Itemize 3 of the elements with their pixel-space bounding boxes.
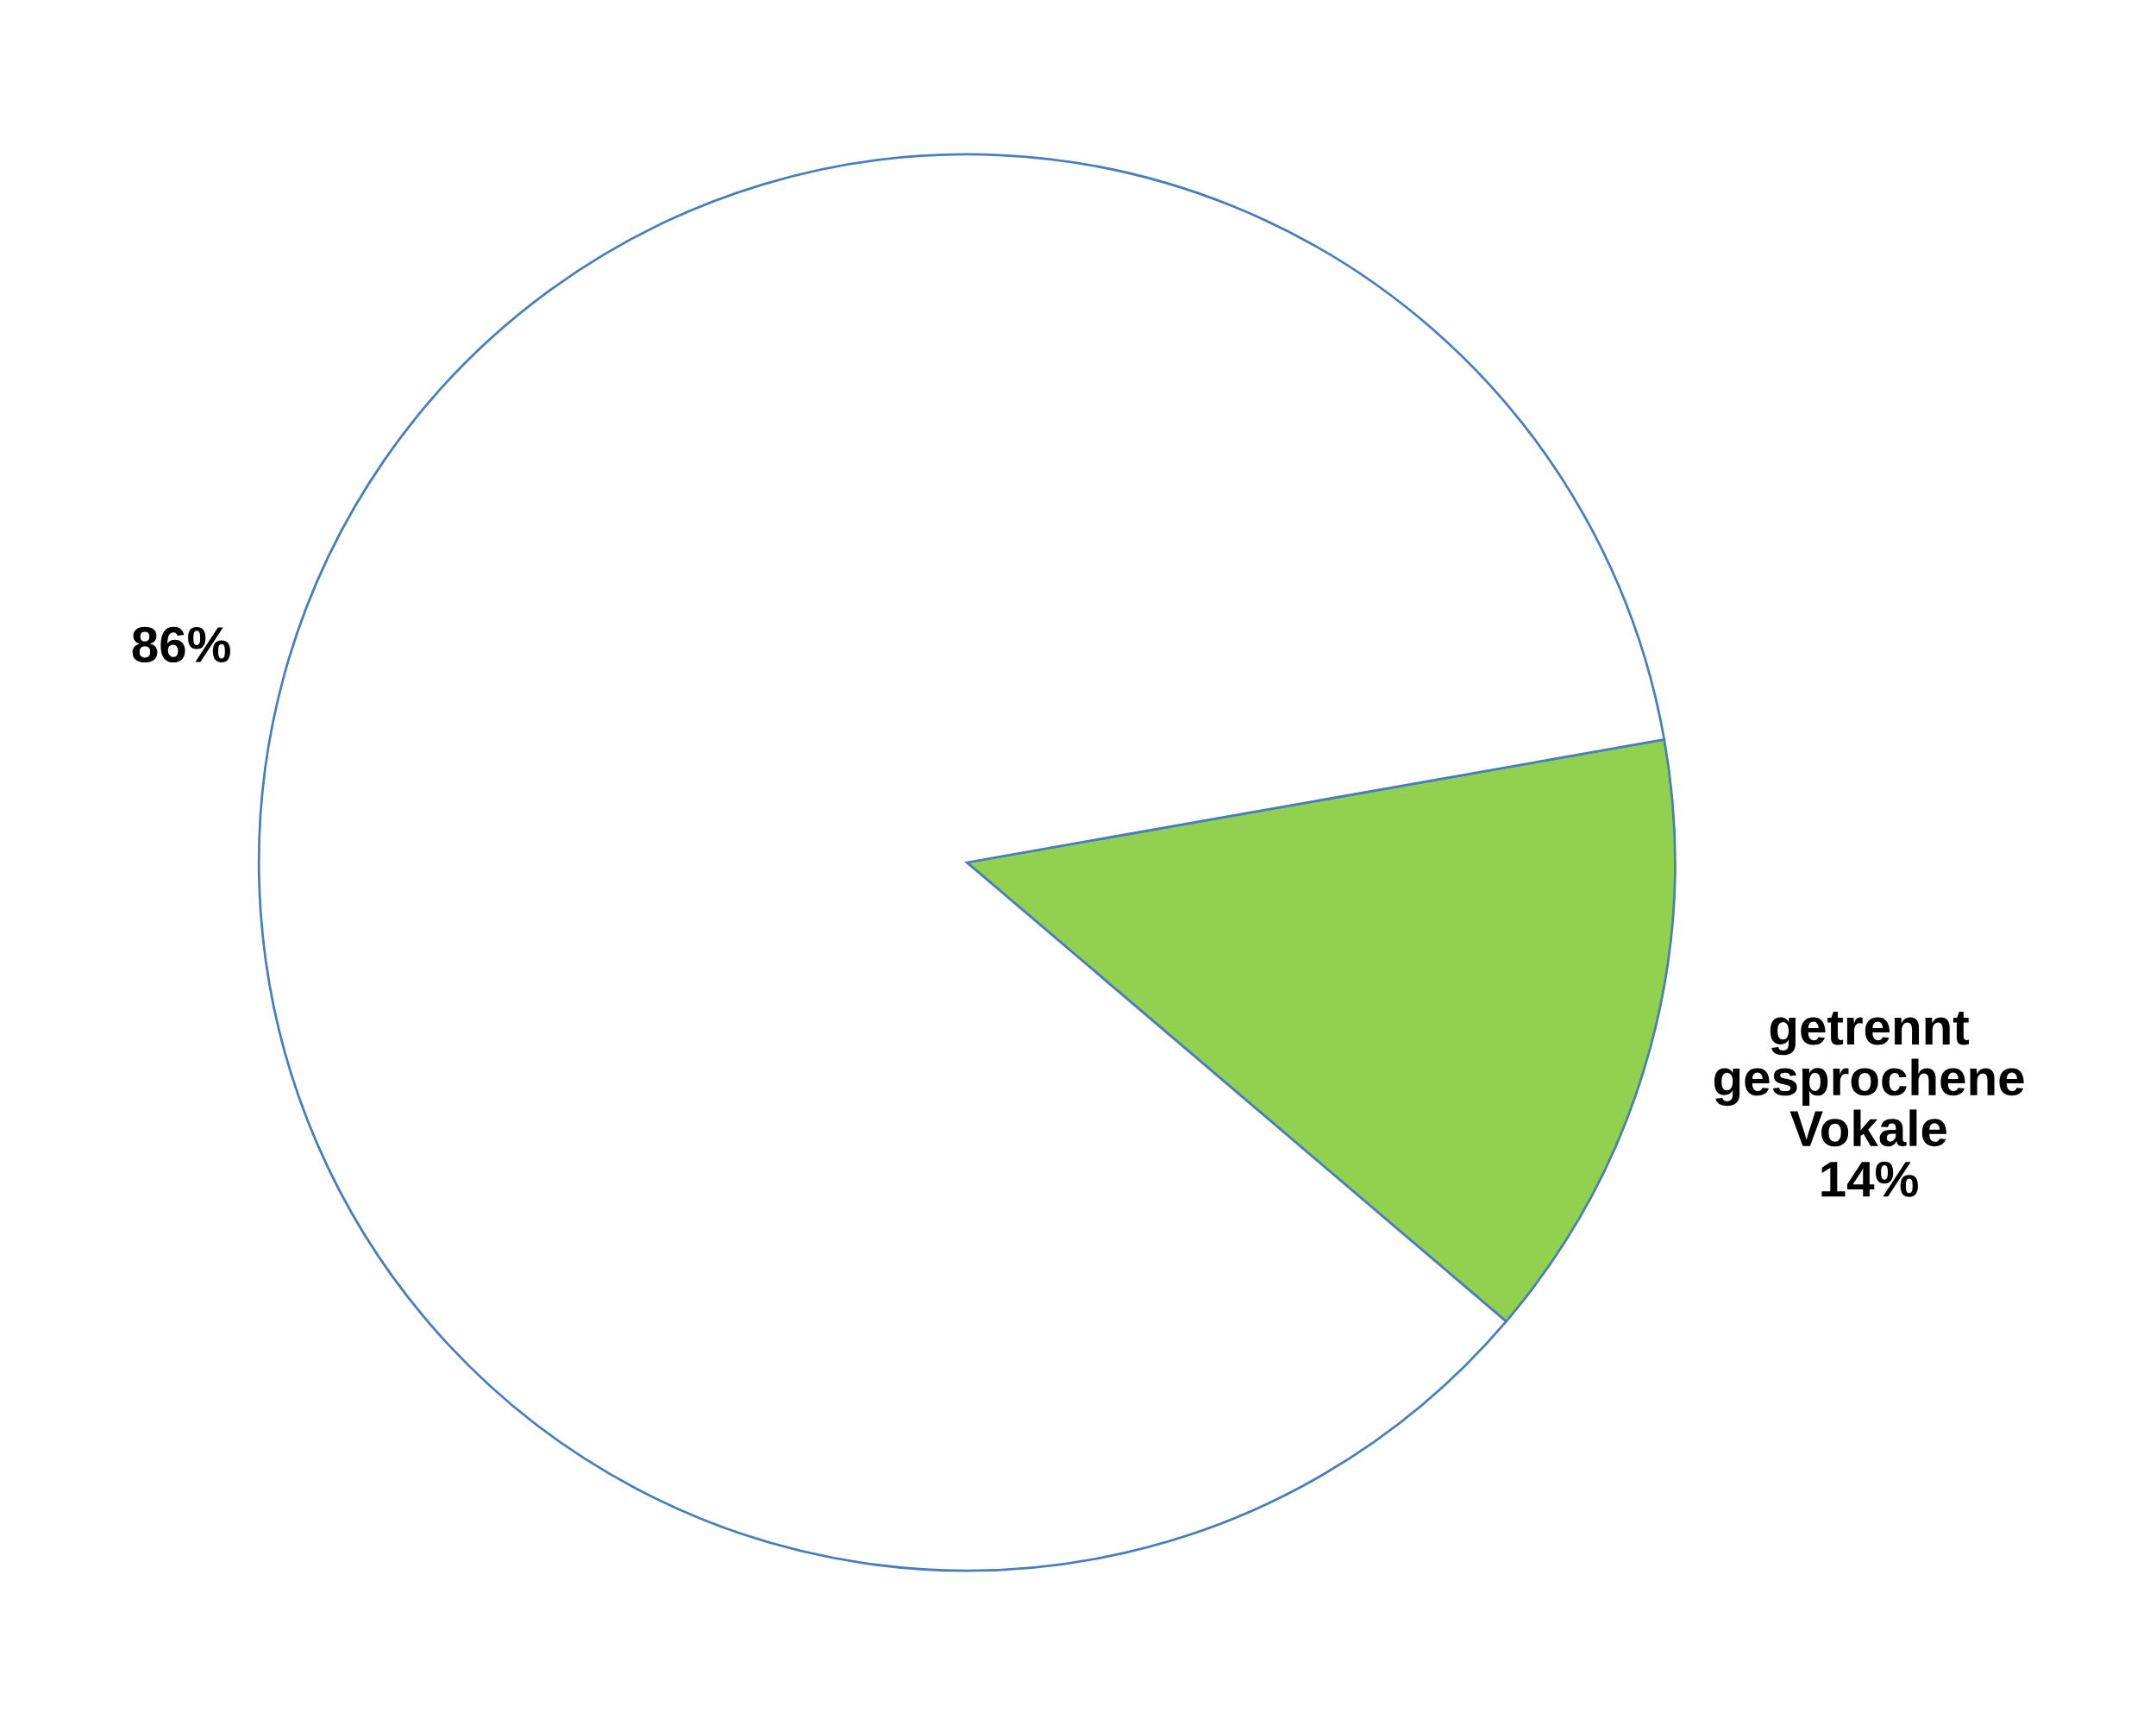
slice-label: getrennt gesprochene Vokale <box>1714 1011 2024 1147</box>
data-label: 14% <box>1821 1161 1918 1197</box>
data-label: 86% <box>132 626 230 663</box>
